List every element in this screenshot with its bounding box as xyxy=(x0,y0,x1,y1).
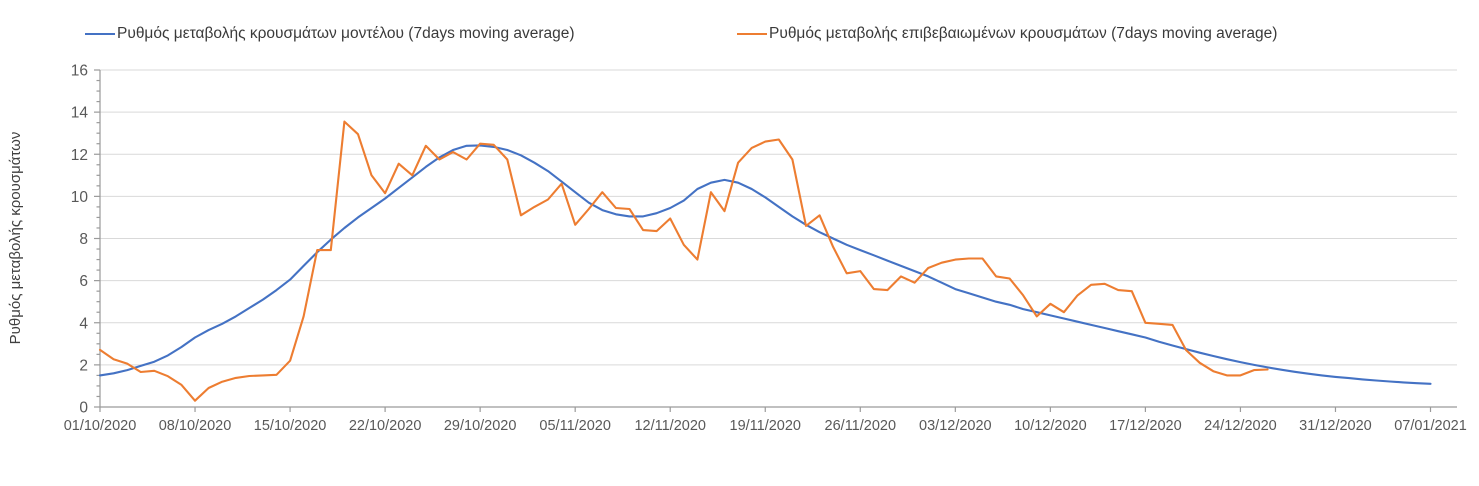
x-tick-label: 29/10/2020 xyxy=(444,418,517,434)
y-tick-label: 8 xyxy=(79,231,88,248)
legend-line-marker-orange xyxy=(737,33,767,35)
y-tick-label: 2 xyxy=(79,357,88,374)
x-tick-label: 10/12/2020 xyxy=(1014,418,1087,434)
x-tick-label: 03/12/2020 xyxy=(919,418,992,434)
legend-label-confirmed-series: Ρυθμός μεταβολής επιβεβαιωμένων κρουσμάτ… xyxy=(769,25,1278,42)
x-tick-label: 26/11/2020 xyxy=(825,418,897,434)
legend-line-marker-blue xyxy=(85,33,115,35)
x-tick-label: 24/12/2020 xyxy=(1204,418,1277,434)
y-tick-label: 14 xyxy=(71,105,89,122)
x-tick-label: 17/12/2020 xyxy=(1109,418,1182,434)
y-tick-label: 12 xyxy=(71,147,88,164)
x-tick-label: 07/01/2021 xyxy=(1394,418,1467,434)
y-tick-label: 0 xyxy=(79,400,88,417)
legend: Ρυθμός μεταβολής κρουσμάτων μοντέλου (7d… xyxy=(0,0,1479,50)
legend-item-model-series[interactable]: Ρυθμός μεταβολής κρουσμάτων μοντέλου (7d… xyxy=(85,25,575,43)
y-tick-label: 4 xyxy=(79,315,88,332)
y-tick-label: 16 xyxy=(71,63,88,80)
y-tick-label: 6 xyxy=(79,273,88,290)
x-tick-label: 22/10/2020 xyxy=(349,418,422,434)
confirmed-series-line xyxy=(98,120,1269,402)
x-tick-label: 15/10/2020 xyxy=(254,418,327,434)
x-tick-label: 31/12/2020 xyxy=(1299,418,1372,434)
legend-label-model-series: Ρυθμός μεταβολής κρουσμάτων μοντέλου (7d… xyxy=(117,25,575,42)
x-tick-label: 05/11/2020 xyxy=(539,418,611,434)
x-tick-label: 01/10/2020 xyxy=(64,418,137,434)
x-tick-label: 12/11/2020 xyxy=(634,418,706,434)
model-series-line xyxy=(98,144,1432,385)
y-tick-label: 10 xyxy=(71,189,89,206)
x-tick-label: 08/10/2020 xyxy=(159,418,232,434)
legend-item-confirmed-series[interactable]: Ρυθμός μεταβολής επιβεβαιωμένων κρουσμάτ… xyxy=(737,25,1277,43)
y-axis-title: Ρυθμός μεταβολής κρουσμάτων xyxy=(7,132,24,345)
x-tick-label: 19/11/2020 xyxy=(730,418,802,434)
